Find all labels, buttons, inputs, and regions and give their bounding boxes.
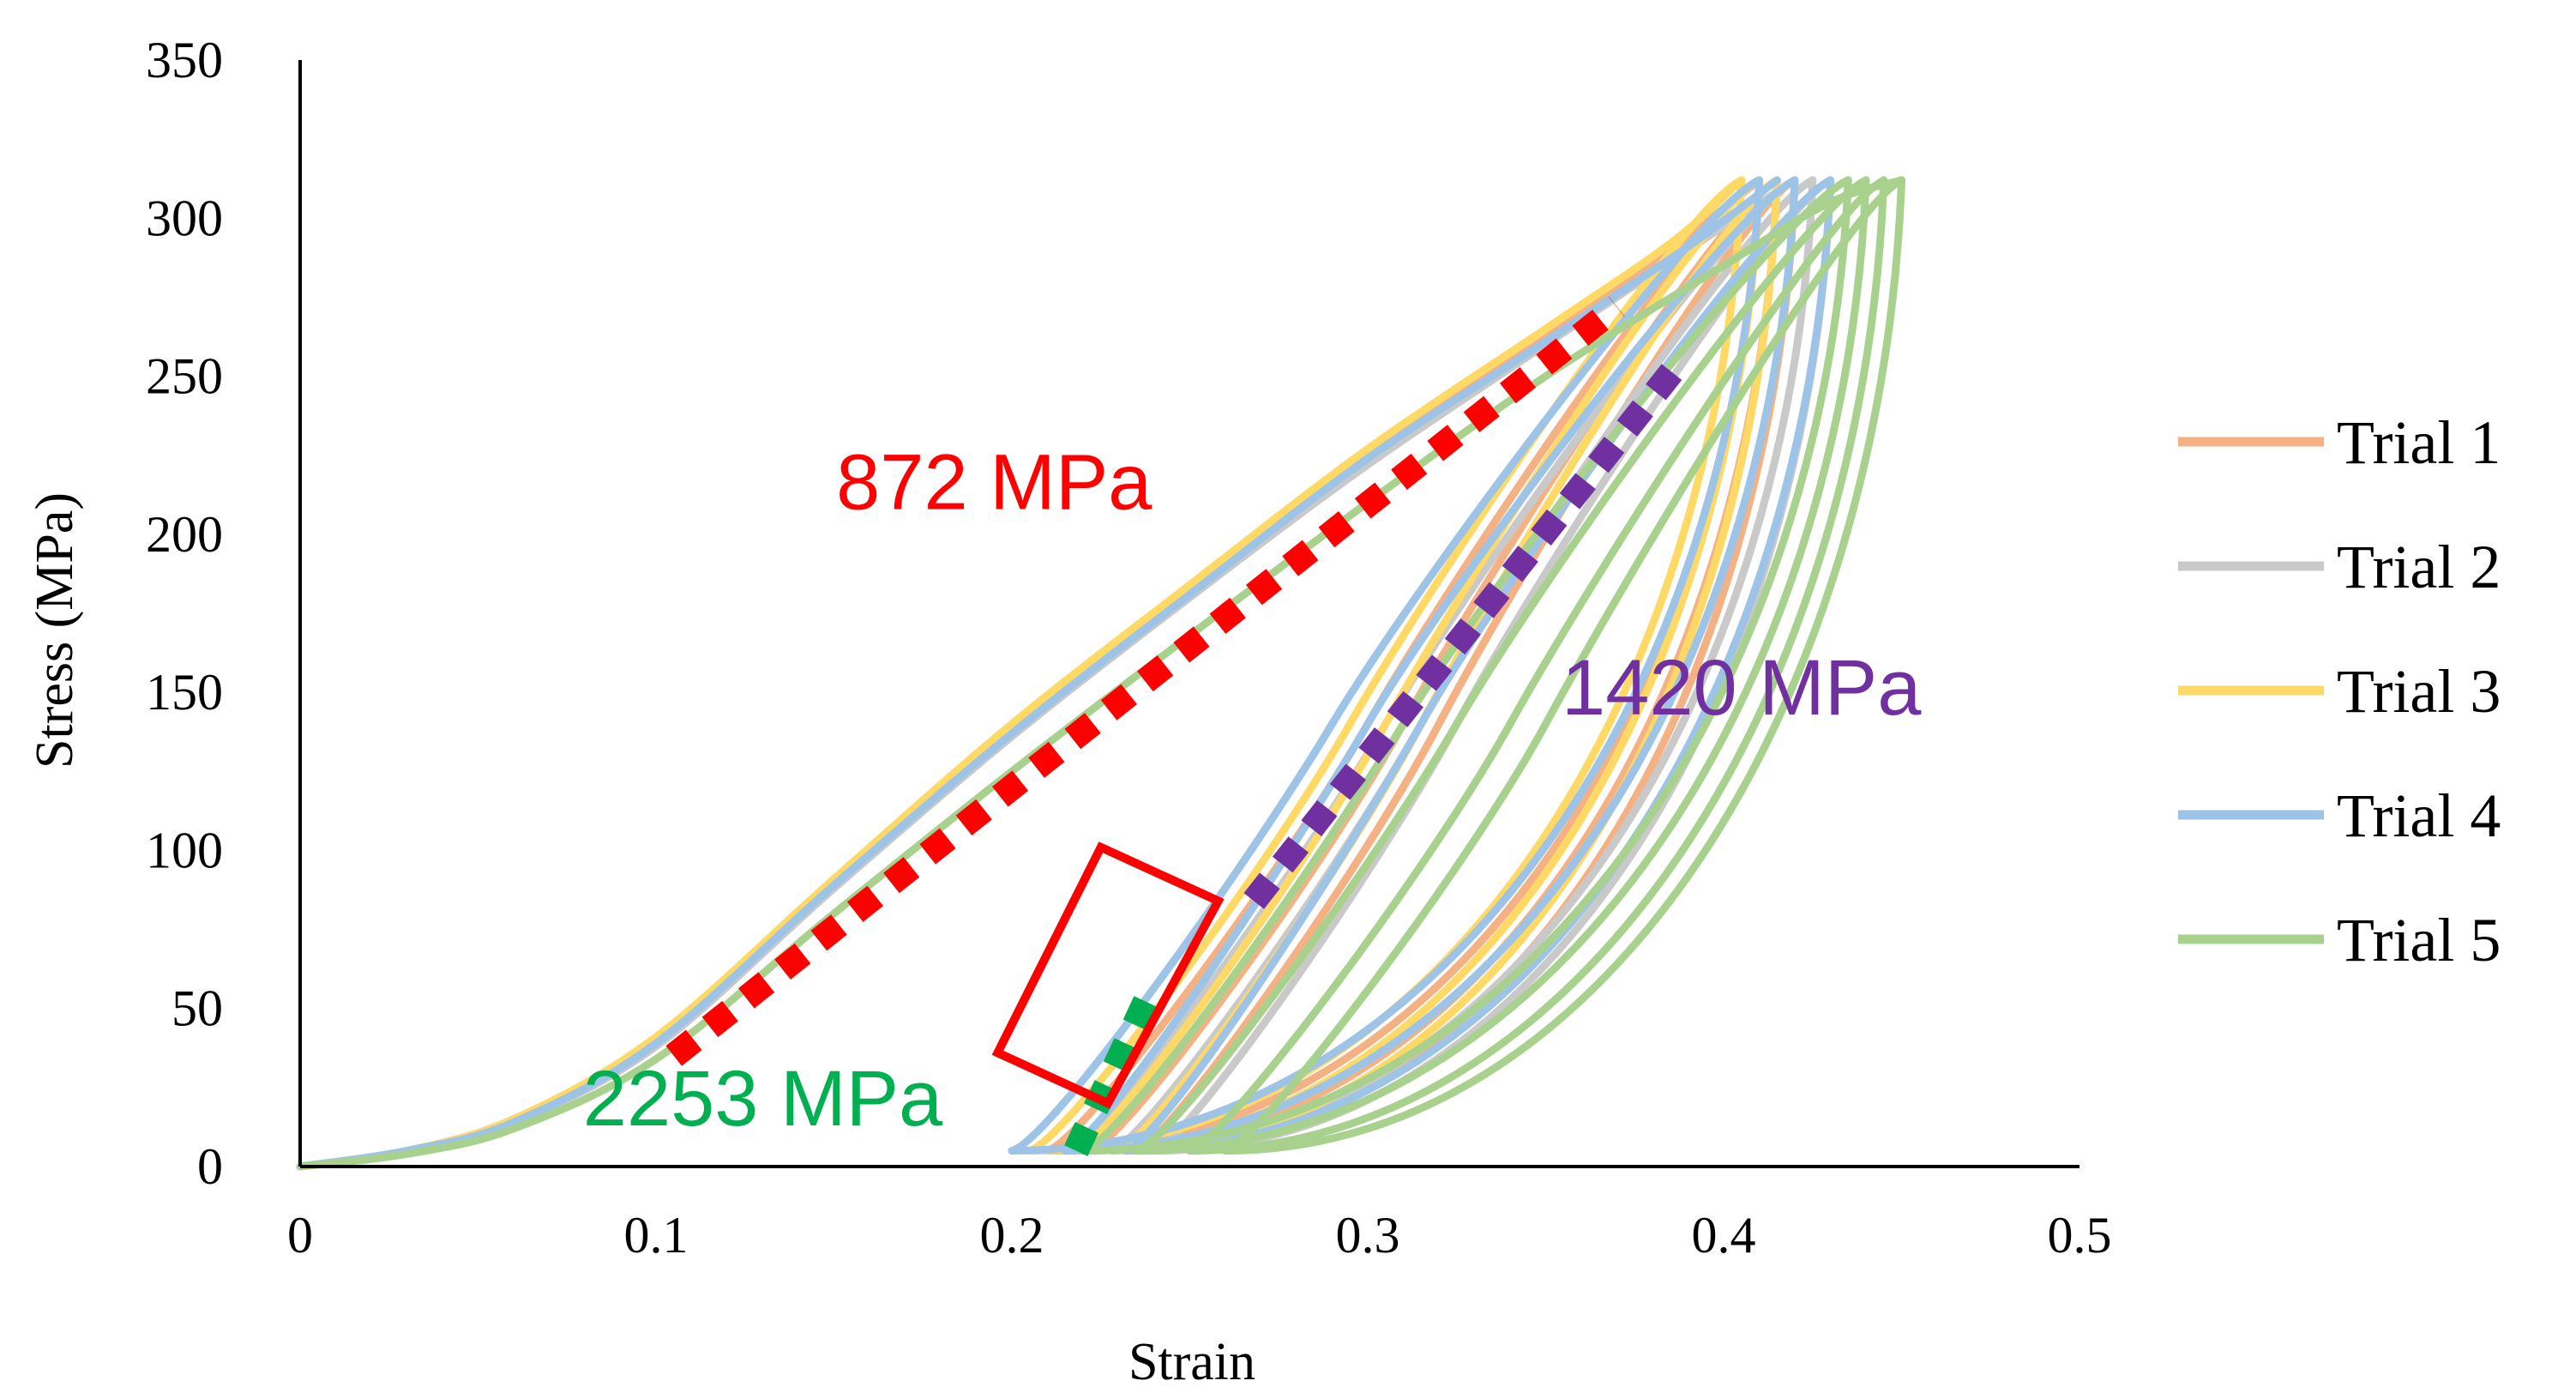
data-curves xyxy=(296,176,1905,1171)
legend-label-trial-4: Trial 4 xyxy=(2337,781,2501,850)
x-tick-label: 0.5 xyxy=(2048,1207,2112,1263)
y-axis-label: Stress (MPa) xyxy=(26,492,84,769)
y-tick-label: 50 xyxy=(172,980,223,1037)
x-tick-label: 0.3 xyxy=(1336,1207,1400,1263)
trial-5-unload-cycle-1 xyxy=(1079,176,1852,1155)
trial-4-reload-cycle-3 xyxy=(1122,176,1834,1155)
fit-line-1420 xyxy=(1243,352,1691,909)
legend-label-trial-1: Trial 1 xyxy=(2337,408,2501,477)
y-tick-label: 150 xyxy=(146,664,223,721)
y-tick-labels: 0 50 100 150 200 250 300 350 xyxy=(146,32,223,1195)
y-tick-label: 300 xyxy=(146,190,223,246)
legend: Trial 1 Trial 2 Trial 3 Trial 4 Trial 5 xyxy=(2178,408,2501,974)
trial-3-loading-curve xyxy=(296,176,1746,1171)
fit-lines xyxy=(665,296,1691,1156)
legend-label-trial-3: Trial 3 xyxy=(2337,657,2501,726)
fit-line-2253 xyxy=(1064,977,1166,1156)
axes xyxy=(298,60,2079,1168)
y-tick-label: 100 xyxy=(146,822,223,878)
fit-line-872 xyxy=(665,296,1625,1066)
y-tick-label: 200 xyxy=(146,506,223,563)
legend-label-trial-5: Trial 5 xyxy=(2337,906,2501,974)
trial-5-unload-cycle-2 xyxy=(1132,176,1870,1155)
x-axis-label: Strain xyxy=(1129,1333,1255,1391)
x-tick-labels: 0 0.1 0.2 0.3 0.4 0.5 xyxy=(287,1207,2112,1263)
y-tick-label: 350 xyxy=(146,32,223,88)
y-tick-label: 0 xyxy=(197,1138,223,1195)
trial-4-unload-cycle-2 xyxy=(1061,176,1799,1155)
x-tick-label: 0.4 xyxy=(1692,1207,1756,1263)
trial-5-unload-cycle-3 xyxy=(1186,176,1888,1155)
trial-5-reload-cycle-4 xyxy=(1221,176,1905,1155)
trial-5-reload-cycle-2 xyxy=(1132,176,1870,1155)
annotation-1420-mpa: 1420 MPa xyxy=(1562,644,1922,732)
y-tick-label: 250 xyxy=(146,348,223,405)
trial-3-reload-cycle-1 xyxy=(1026,176,1746,1155)
annotation-2253-mpa: 2253 MPa xyxy=(583,1055,943,1143)
annotations: 872 MPa 1420 MPa 2253 MPa xyxy=(583,438,1922,1143)
trial-5-reload-cycle-3 xyxy=(1186,176,1888,1155)
trial-4-loading-curve xyxy=(296,176,1781,1171)
trial-3-reload-cycle-2 xyxy=(1072,176,1763,1155)
highlight-box xyxy=(991,841,1225,1109)
x-tick-label: 0 xyxy=(287,1207,313,1263)
annotation-872-mpa: 872 MPa xyxy=(836,438,1153,526)
legend-label-trial-2: Trial 2 xyxy=(2337,533,2501,601)
x-tick-label: 0.2 xyxy=(980,1207,1044,1263)
trial-5-unload-cycle-4 xyxy=(1221,176,1905,1155)
x-tick-label: 0.1 xyxy=(624,1207,689,1263)
trial-4-reload-cycle-1 xyxy=(1008,176,1763,1155)
trial-5-loading-curve xyxy=(296,176,1905,1171)
